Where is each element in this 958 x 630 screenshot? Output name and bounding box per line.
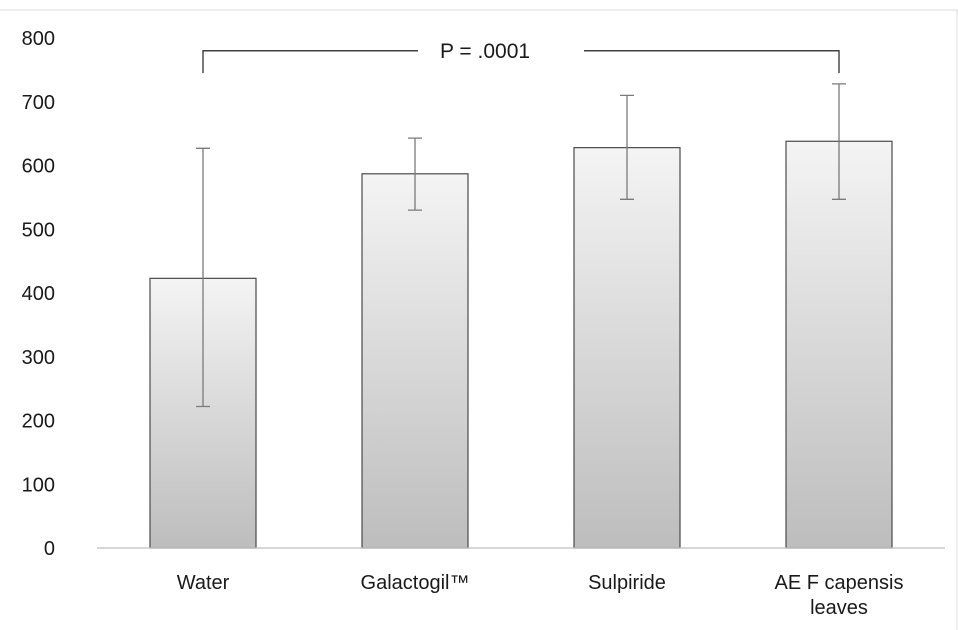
p-value-annotation: P = .0001 [440, 40, 530, 63]
y-tick-label: 500 [22, 219, 55, 241]
y-tick-label: 0 [44, 538, 55, 560]
y-tick-label: 700 [22, 92, 55, 114]
y-axis-ticks: 0 100 200 300 400 500 600 700 800 [22, 28, 55, 560]
y-tick-label: 400 [22, 283, 55, 305]
bar-1 [361, 173, 469, 549]
bar-3 [785, 140, 893, 549]
error-bar-1 [408, 137, 422, 211]
x-tick-label-3: AE F capensis leaves [775, 572, 904, 619]
bar-2 [573, 147, 681, 549]
x-tick-label-0: Water [177, 572, 230, 594]
significance-annotation: P = .0001 [202, 40, 840, 74]
y-tick-label: 100 [22, 474, 55, 496]
x-axis-labels: Water Galactogil™ Sulpiride AE F capensis le… [177, 572, 904, 619]
y-tick-label: 300 [22, 347, 55, 369]
error-bar-3 [832, 83, 846, 200]
bracket-right [584, 50, 840, 74]
y-tick-label: 800 [22, 28, 55, 50]
y-tick-label: 200 [22, 411, 55, 433]
error-bars [196, 83, 846, 408]
bars [149, 140, 893, 549]
error-bar-2 [620, 94, 634, 200]
x-tick-label-1: Galactogil™ [361, 572, 470, 594]
error-bar-0 [196, 147, 210, 408]
bracket-left [202, 50, 418, 74]
y-tick-label: 600 [22, 156, 55, 178]
x-tick-label-2: Sulpiride [588, 572, 666, 594]
